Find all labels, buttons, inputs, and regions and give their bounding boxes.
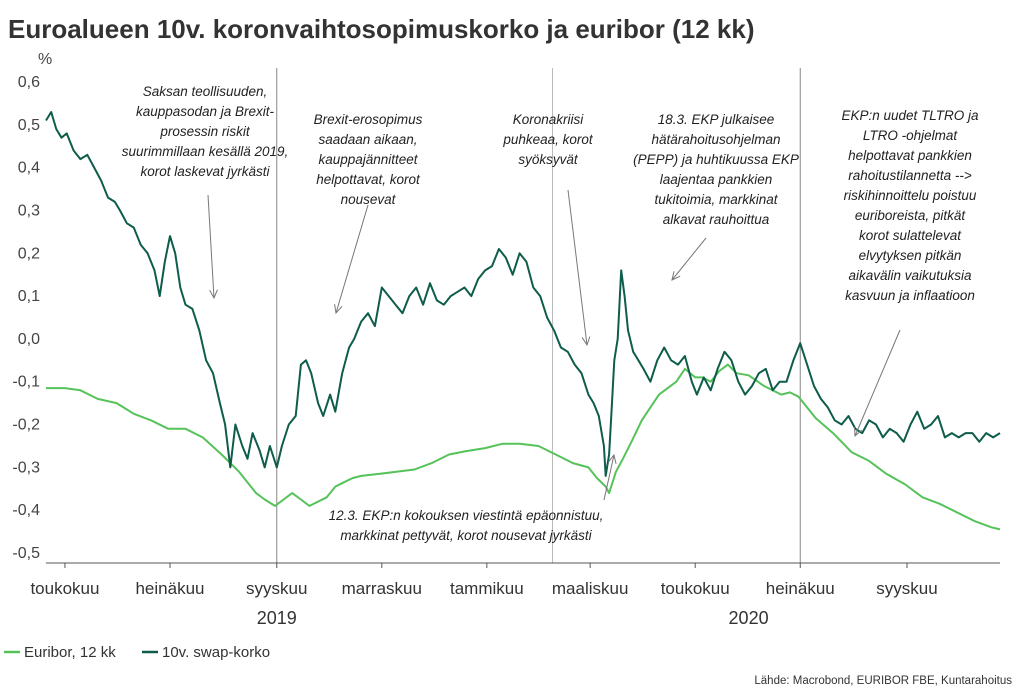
x-year-label: 2019 — [257, 608, 297, 628]
annotation-line: korot laskevat jyrkästi — [140, 164, 270, 179]
annotation-line: kauppasodan ja Brexit- — [136, 104, 275, 119]
annotation-line: helpottavat, korot — [316, 172, 421, 187]
annotation-line: 12.3. EKP:n kokouksen viestintä epäonnis… — [329, 508, 604, 523]
annotation-arrow — [854, 329, 901, 437]
legend-label: Euribor, 12 kk — [24, 644, 116, 661]
x-year-label: 2020 — [729, 608, 769, 628]
x-tick-label: tammikuu — [450, 579, 524, 598]
annotation-arrow — [671, 237, 707, 281]
y-tick-label: 0,5 — [18, 117, 40, 134]
annotation-line: Brexit-erosopimus — [314, 112, 423, 127]
annotation-line: markkinat pettyvät, korot nousevat jyrkä… — [340, 528, 592, 543]
annotation-line: helpottavat pankkien — [848, 148, 972, 163]
annotation-arrow — [207, 194, 215, 299]
annotation-arrowhead — [209, 289, 218, 300]
y-tick-label: -0,1 — [12, 374, 40, 391]
annotation-arrowhead — [581, 336, 591, 347]
x-tick-label: marraskuu — [342, 579, 422, 598]
annotation-text: EKP:n uudet TLTRO ja LTRO -ohjelmat helpot… — [841, 108, 979, 303]
annotation-arrowhead — [854, 426, 863, 438]
annotation-line: Saksan teollisuuden, — [143, 84, 268, 99]
y-tick-label: -0,3 — [12, 459, 40, 476]
annotations: Saksan teollisuuden, kauppasodan ja Brexi… — [122, 84, 979, 543]
annotation-line: tukitoimia, markkinat — [654, 192, 778, 207]
annotation-arrows — [207, 189, 901, 501]
y-tick-label: 0,2 — [18, 245, 40, 262]
x-tick-label: toukokuu — [30, 579, 99, 598]
annotation-line: suurimmillaan kesällä 2019, — [122, 144, 289, 159]
y-tick-label: 0,1 — [18, 288, 40, 305]
x-tick-label: toukokuu — [661, 579, 730, 598]
annotation-line: rahoitustilannetta --> — [848, 168, 972, 183]
annotation-line: euriboreista, pitkät — [855, 208, 967, 223]
annotation-line: kauppajännitteet — [318, 152, 418, 167]
y-tick-label: -0,4 — [12, 502, 40, 519]
annotation-line: puhkeaa, korot — [502, 132, 594, 147]
annotation-line: hätärahoitusohjelman — [651, 132, 780, 147]
y-tick-label: 0,0 — [18, 331, 40, 348]
y-tick-label: 0,6 — [18, 74, 40, 91]
legend-label: 10v. swap-korko — [162, 644, 270, 661]
annotation-line: riskihinnoittelu poistuu — [844, 188, 977, 203]
annotation-line: EKP:n uudet TLTRO ja — [841, 108, 979, 123]
series-lines — [45, 111, 1001, 531]
annotation-line: elvytyksen pitkän — [859, 248, 962, 263]
source-note: Lähde: Macrobond, EURIBOR FBE, Kuntaraho… — [754, 675, 1012, 687]
x-tick-label: syyskuu — [246, 579, 307, 598]
annotation-text: Saksan teollisuuden, kauppasodan ja Brexi… — [122, 84, 289, 179]
annotation-text: Koronakriisi puhkeaa, korot syöksyvät — [502, 112, 594, 167]
annotation-line: nousevat — [341, 192, 397, 207]
annotation-line: Koronakriisi — [513, 112, 585, 127]
annotation-arrowhead — [608, 453, 617, 464]
annotation-text: 18.3. EKP julkaisee hätärahoitusohjelman (… — [633, 112, 799, 227]
annotation-arrowhead — [334, 304, 343, 315]
y-tick-label: 0,4 — [18, 160, 40, 177]
annotation-text: Brexit-erosopimus saadaan aikaan, kauppajä… — [314, 112, 423, 207]
x-tick-label: maaliskuu — [552, 579, 629, 598]
annotation-line: saadaan aikaan, — [318, 132, 417, 147]
x-axis: toukokuu heinäkuu syyskuu marraskuu tammikuu… — [30, 563, 938, 628]
annotation-line: korot sulattelevat — [859, 228, 962, 243]
annotation-arrow — [603, 454, 615, 501]
annotation-line: alkavat rauhoittua — [663, 212, 770, 227]
annotation-arrow — [567, 189, 588, 346]
y-axis: 0,6 0,5 0,4 0,3 0,2 0,1 0,0 -0,1 -0,2 -0,3 -0,4 -0,… — [12, 74, 40, 562]
y-tick-label: -0,5 — [12, 545, 40, 562]
annotation-line: 18.3. EKP julkaisee — [658, 112, 775, 127]
x-tick-label: heinäkuu — [766, 579, 835, 598]
year-divider-lines — [276, 68, 801, 563]
annotation-line: LTRO -ohjelmat — [863, 128, 959, 143]
chart-title: Euroalueen 10v. koronvaihtosopimuskorko … — [8, 14, 755, 44]
y-unit-label: % — [38, 51, 52, 68]
series-line-1 — [45, 111, 1001, 477]
x-tick-label: syyskuu — [876, 579, 937, 598]
annotation-line: syöksyvät — [518, 152, 579, 167]
legend: Euribor, 12 kk 10v. swap-korko — [4, 644, 270, 661]
annotation-text: 12.3. EKP:n kokouksen viestintä epäonnis… — [329, 508, 604, 543]
annotation-line: kasvuun ja inflaatioon — [845, 288, 975, 303]
annotation-arrow — [335, 204, 369, 314]
y-tick-label: 0,3 — [18, 202, 40, 219]
annotation-line: prosessin riskit — [159, 124, 251, 139]
y-tick-label: -0,2 — [12, 417, 40, 434]
series-line-0 — [46, 363, 1001, 531]
annotation-line: aikavälin vaikutuksia — [848, 268, 972, 283]
annotation-line: (PEPP) ja huhtikuussa EKP — [633, 152, 799, 167]
x-tick-label: heinäkuu — [135, 579, 204, 598]
annotation-line: laajentaa pankkien — [660, 172, 773, 187]
annotation-arrowhead — [671, 271, 681, 281]
